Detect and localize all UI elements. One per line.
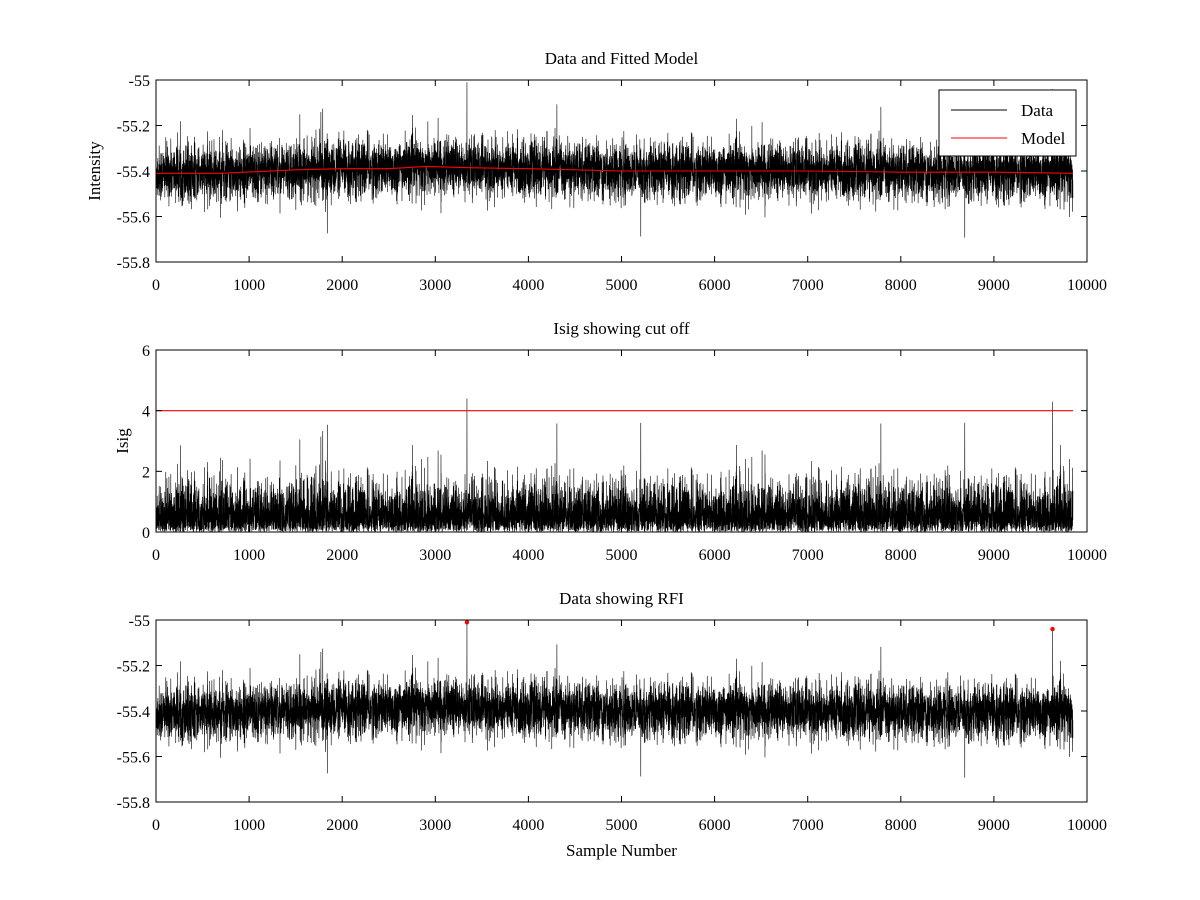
chart-panel-3: 0 1000 2000 3000 4000 5000 6000 7000 8000 9000 100… [117, 589, 1107, 860]
x-tick-label: 4000 [512, 547, 544, 564]
legend-label-data: Data [1021, 101, 1054, 120]
x-tick-label: 4000 [512, 817, 544, 834]
y-tick-label: -55.2 [117, 119, 150, 136]
y-tick-label: -55 [129, 613, 150, 630]
series-isig [156, 398, 1074, 532]
x-tick-label: 6000 [699, 277, 731, 294]
chart-title: Data showing RFI [559, 589, 684, 608]
x-tick-label: 7000 [792, 547, 824, 564]
legend-label-model: Model [1021, 129, 1066, 148]
x-tick-label: 5000 [606, 547, 638, 564]
x-tick-label: 2000 [326, 277, 358, 294]
chart-panel-2: 0 1000 2000 3000 4000 5000 6000 7000 8000 9000 100… [113, 319, 1107, 564]
x-tick-label: 3000 [419, 817, 451, 834]
x-tick-label: 9000 [978, 277, 1010, 294]
legend: Data Model [938, 89, 1077, 157]
x-tick-label: 10000 [1067, 817, 1107, 834]
x-tick-label: 4000 [512, 277, 544, 294]
y-tick-label: -55.2 [117, 659, 150, 676]
x-tick-label: 7000 [792, 817, 824, 834]
y-tick-label: 0 [142, 525, 150, 542]
y-tick-label: 6 [142, 343, 150, 360]
x-tick-label: 9000 [978, 547, 1010, 564]
y-tick-label: -55.6 [117, 210, 150, 227]
x-tick-label: 8000 [885, 817, 917, 834]
y-axis-label: Intensity [85, 141, 104, 201]
x-tick-label: 5000 [606, 817, 638, 834]
y-axis-label: Isig [113, 428, 132, 454]
x-tick-label: 0 [152, 817, 160, 834]
x-tick-label: 2000 [326, 547, 358, 564]
y-tick-label: 4 [142, 404, 150, 421]
x-tick-label: 8000 [885, 547, 917, 564]
x-tick-label: 1000 [233, 277, 265, 294]
y-tick-label: -55.4 [117, 704, 150, 721]
x-tick-label: 3000 [419, 547, 451, 564]
x-tick-label: 7000 [792, 277, 824, 294]
x-tick-label: 10000 [1067, 547, 1107, 564]
x-tick-label: 8000 [885, 277, 917, 294]
chart-title: Isig showing cut off [553, 319, 689, 338]
x-tick-label: 0 [152, 547, 160, 564]
y-tick-label: 2 [142, 464, 150, 481]
series-data [156, 622, 1074, 778]
y-tick-label: -55.6 [117, 750, 150, 767]
x-tick-label: 2000 [326, 817, 358, 834]
x-tick-label: 9000 [978, 817, 1010, 834]
chart-panel-1: 0 1000 2000 3000 4000 5000 6000 7000 8000 9000 100… [85, 49, 1107, 294]
y-tick-label: -55 [129, 73, 150, 90]
y-tick-label: -55.8 [117, 255, 150, 272]
rfi-marker [1050, 626, 1055, 632]
x-tick-label: 1000 [233, 547, 265, 564]
rfi-marker [464, 620, 470, 625]
x-tick-label: 5000 [606, 277, 638, 294]
series-model [156, 165, 1074, 174]
x-tick-label: 6000 [699, 817, 731, 834]
x-tick-label: 0 [152, 277, 160, 294]
x-tick-label: 1000 [233, 817, 265, 834]
x-axis-label: Sample Number [566, 841, 677, 860]
y-tick-label: -55.8 [117, 795, 150, 812]
legend-box [938, 89, 1077, 157]
chart-title: Data and Fitted Model [545, 49, 699, 68]
x-tick-label: 6000 [699, 547, 731, 564]
x-tick-label: 3000 [419, 277, 451, 294]
x-tick-label: 10000 [1067, 277, 1107, 294]
series-data [156, 82, 1074, 238]
y-tick-label: -55.4 [117, 164, 150, 181]
